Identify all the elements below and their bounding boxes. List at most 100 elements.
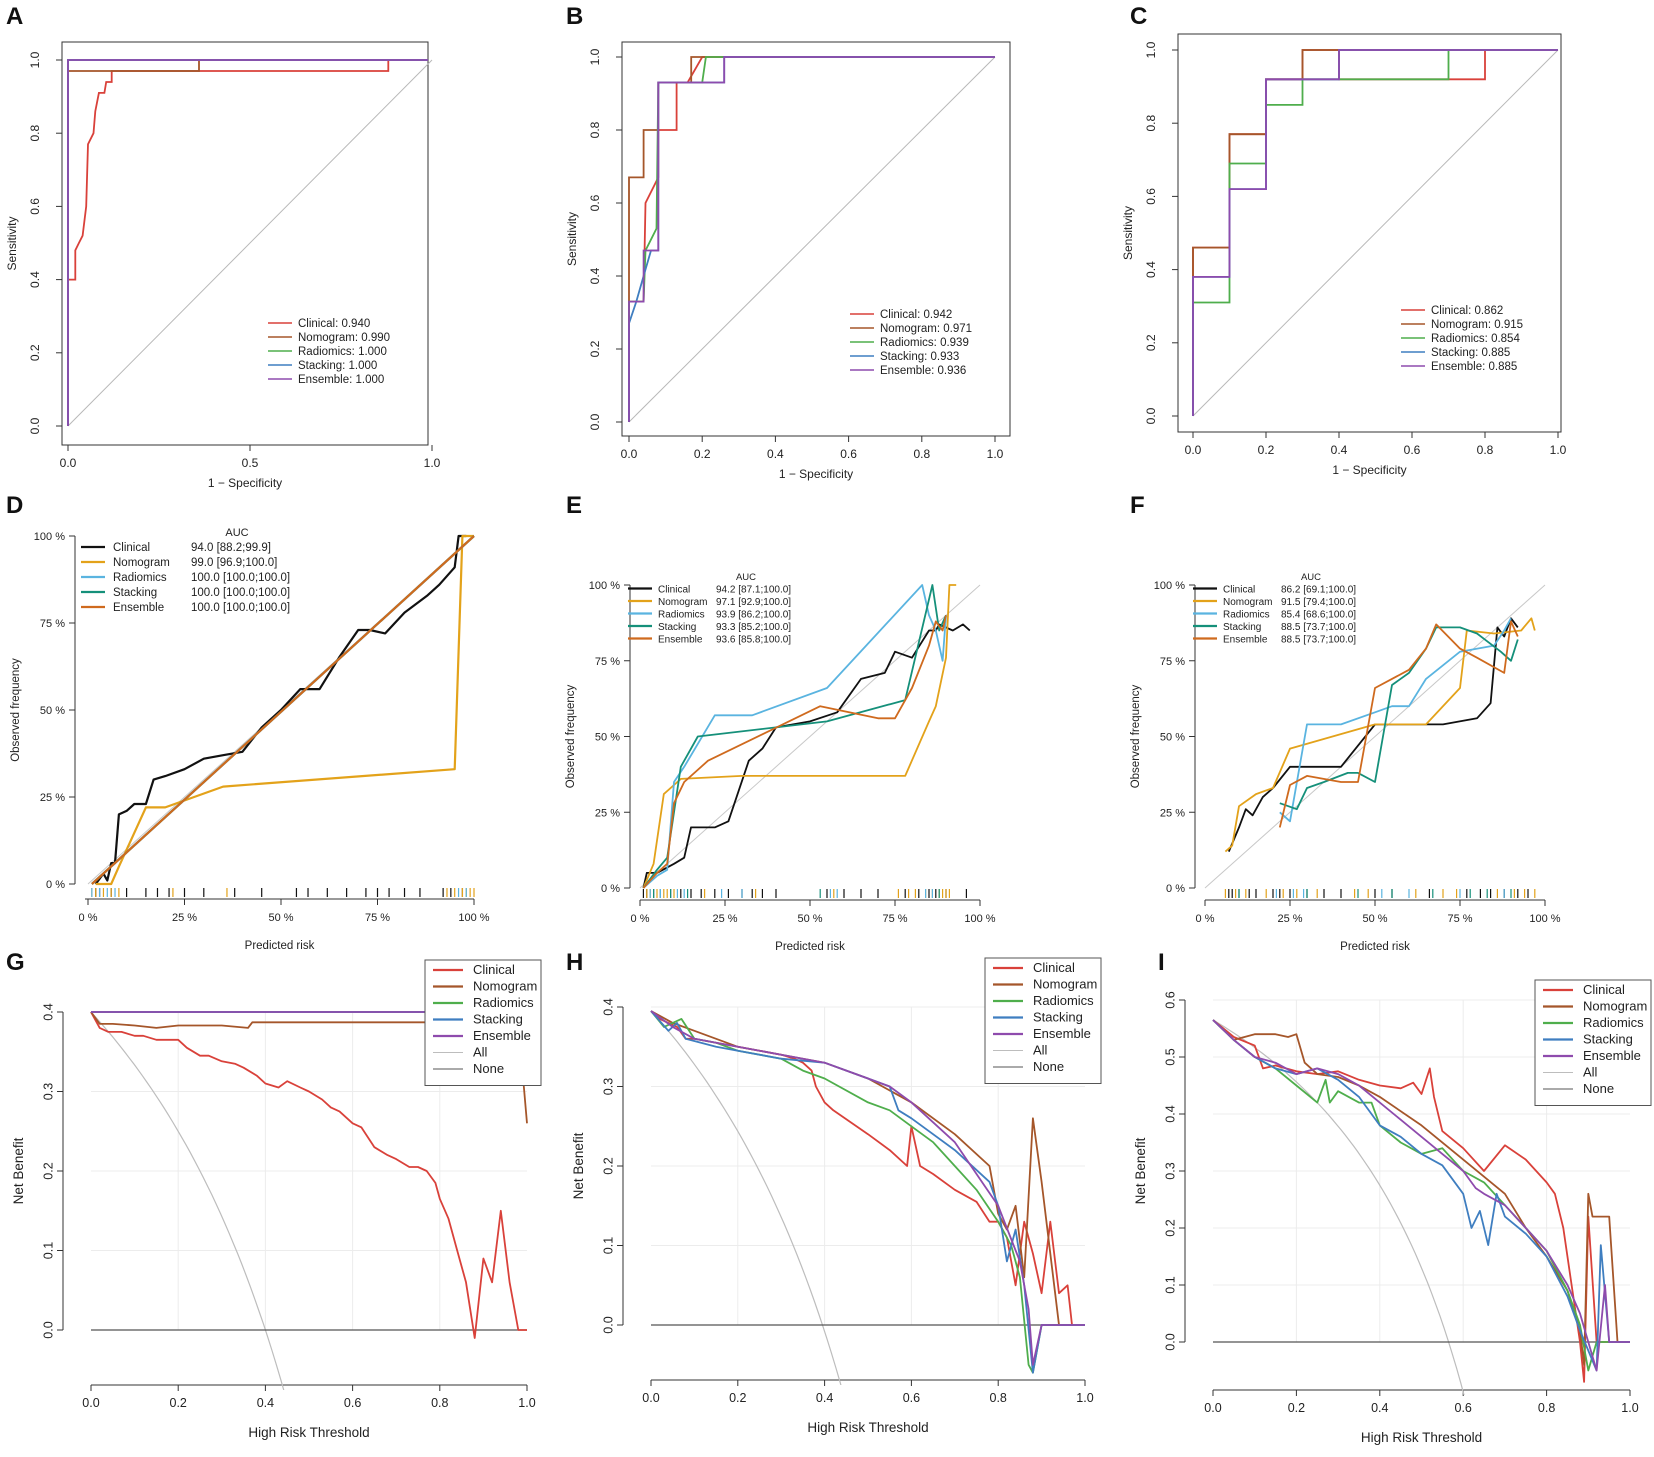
panel-letter: D: [6, 492, 23, 519]
y-tick-label: 0.6: [1163, 991, 1177, 1008]
legend-entry-nomogram: Nomogram: [1583, 999, 1647, 1014]
y-tick-label: 50 %: [1160, 732, 1185, 744]
x-tick-label: 0.6: [344, 1396, 361, 1410]
y-tick-label: 25 %: [1160, 807, 1185, 819]
legend-name-nomogram: Nomogram: [658, 597, 707, 608]
calibration-curve-clinical: [94, 534, 467, 885]
y-tick-label: 0.2: [588, 340, 602, 357]
x-tick-label: 0.0: [1204, 1401, 1221, 1415]
x-tick-label: 0.8: [1538, 1401, 1555, 1415]
series-group: [650, 1010, 1085, 1385]
y-tick-label: 0.2: [601, 1157, 615, 1174]
y-tick-label: 100 %: [589, 580, 620, 592]
reference-diagonal: [1192, 49, 1559, 417]
y-tick-label: 1.0: [1144, 41, 1158, 58]
x-tick-label: 0.4: [257, 1396, 274, 1410]
legend-entry-all: All: [1583, 1065, 1598, 1080]
legend-name-stacking: Stacking: [1223, 622, 1261, 633]
x-tick-label: 1.0: [518, 1396, 535, 1410]
x-tick-label: 50 %: [797, 913, 822, 925]
x-tick-label: 0 %: [79, 912, 98, 924]
x-tick-label: 0.6: [1455, 1401, 1472, 1415]
x-tick-label: 0.4: [816, 1391, 833, 1405]
legend-entry-none: None: [1583, 1081, 1614, 1096]
x-tick-label: 0.8: [1477, 443, 1494, 457]
legend-name-radiomics: Radiomics: [658, 610, 705, 621]
legend-auc-nomogram: 91.5 [79.4;100.0]: [1281, 597, 1356, 608]
panel-letter: A: [6, 3, 23, 30]
y-axis-label: Net Benefit: [571, 1132, 586, 1199]
y-tick-label: 0 %: [46, 879, 65, 891]
y-tick-label: 0.2: [41, 1162, 55, 1179]
y-tick-label: 75 %: [1160, 656, 1185, 668]
y-tick-label: 0 %: [1166, 883, 1185, 895]
legend-entry-clinical: Clinical: 0.940: [298, 318, 370, 330]
legend-name-radiomics: Radiomics: [1223, 610, 1270, 621]
x-axis-label: Predicted risk: [775, 941, 845, 953]
dca-curve-nomogram: [1212, 1019, 1630, 1366]
panel-a: A 0.0 0.5 1.0 0.0 0.2 0.4 0.6 0.8 1.0 1 − Specific…: [5, 3, 441, 490]
y-tick-label: 0.4: [41, 1003, 55, 1020]
x-tick-label: 0.0: [1185, 443, 1202, 457]
rug-group: [1224, 889, 1536, 898]
y-tick-label: 1.0: [28, 51, 42, 68]
x-tick-label: 25 %: [172, 912, 197, 924]
legend-entry-ensemble: Ensemble: [473, 1028, 531, 1043]
y-tick-label: 0.0: [1163, 1333, 1177, 1350]
legend-entry-clinical: Clinical: 0.942: [880, 309, 952, 321]
y-tick-label: 75 %: [40, 618, 65, 630]
x-tick-label: 0.6: [840, 447, 857, 461]
panel-letter: I: [1158, 949, 1165, 976]
x-tick-label: 25 %: [1277, 913, 1302, 925]
legend-entry-ensemble: Ensemble: [1033, 1026, 1091, 1041]
legend-entry-all: All: [473, 1045, 488, 1060]
y-tick-label: 50 %: [40, 705, 65, 717]
legend-name-radiomics: Radiomics: [113, 572, 167, 584]
x-axis-label: Predicted risk: [245, 940, 315, 952]
y-tick-label: 0.1: [1163, 1276, 1177, 1293]
y-axis-label: Observed frequency: [565, 684, 577, 788]
panel-c: C 0.0 0.2 0.4 0.6 0.8 1.0 0.0 0.2 0.4 0.6 0.8 1.0 1 −…: [1121, 3, 1567, 477]
y-tick-label: 0.3: [41, 1083, 55, 1100]
legend-entry-radiomics: Radiomics: [1033, 993, 1094, 1008]
legend-entry-radiomics: Radiomics: 1.000: [298, 346, 387, 358]
series-group: [628, 56, 995, 422]
legend-entry-nomogram: Nomogram: [1033, 977, 1097, 992]
y-tick-label: 0.4: [28, 271, 42, 288]
y-tick-label: 0.5: [1163, 1048, 1177, 1065]
y-tick-label: 0.0: [588, 413, 602, 430]
y-tick-label: 0.2: [1163, 1219, 1177, 1236]
y-tick-label: 0.4: [588, 267, 602, 284]
x-tick-label: 75 %: [1447, 913, 1472, 925]
x-tick-label: 0.2: [170, 1396, 187, 1410]
calibration-curve-stacking: [1279, 626, 1519, 811]
roc-curve-ensemble: [1192, 49, 1558, 416]
x-tick-label: 0.2: [1288, 1401, 1305, 1415]
x-tick-label: 0.0: [60, 456, 77, 470]
series-group: [642, 584, 971, 889]
dca-curve-all: [1212, 1019, 1465, 1395]
legend-entry-stacking: Stacking: [1583, 1032, 1633, 1047]
legend-auc-clinical: 94.0 [88.2;99.9]: [191, 542, 271, 554]
x-tick-label: 0 %: [1196, 913, 1215, 925]
calibration-curve-clinical: [1227, 617, 1519, 852]
x-tick-label: 0.2: [729, 1391, 746, 1405]
reference-diagonal: [628, 56, 996, 423]
legend-entry-stacking: Stacking: [1033, 1010, 1083, 1025]
legend-entry-nomogram: Nomogram: 0.990: [298, 332, 390, 344]
roc-curve-ensemble: [67, 59, 428, 426]
dca-curve-clinical: [1212, 1019, 1630, 1383]
dca-curve-ensemble: [650, 1010, 1085, 1366]
y-tick-label: 100 %: [1154, 580, 1185, 592]
roc-curve-ensemble: [628, 56, 995, 422]
panel-i: I 0.0 0.2 0.4 0.6 0.8 1.0 0.0 0.1 0.2 0.3 0.4 0.5 0.6…: [1133, 949, 1652, 1445]
x-axis-label: 1 − Specificity: [208, 476, 282, 490]
legend-header: AUC: [736, 572, 756, 583]
x-tick-label: 1.0: [987, 447, 1004, 461]
dca-curve-nomogram: [650, 1010, 1085, 1326]
y-tick-label: 0.4: [601, 998, 615, 1015]
y-tick-label: 0.6: [1144, 188, 1158, 205]
dca-curve-clinical: [90, 1011, 527, 1339]
panel-letter: C: [1130, 3, 1147, 30]
legend-name-nomogram: Nomogram: [1223, 597, 1272, 608]
